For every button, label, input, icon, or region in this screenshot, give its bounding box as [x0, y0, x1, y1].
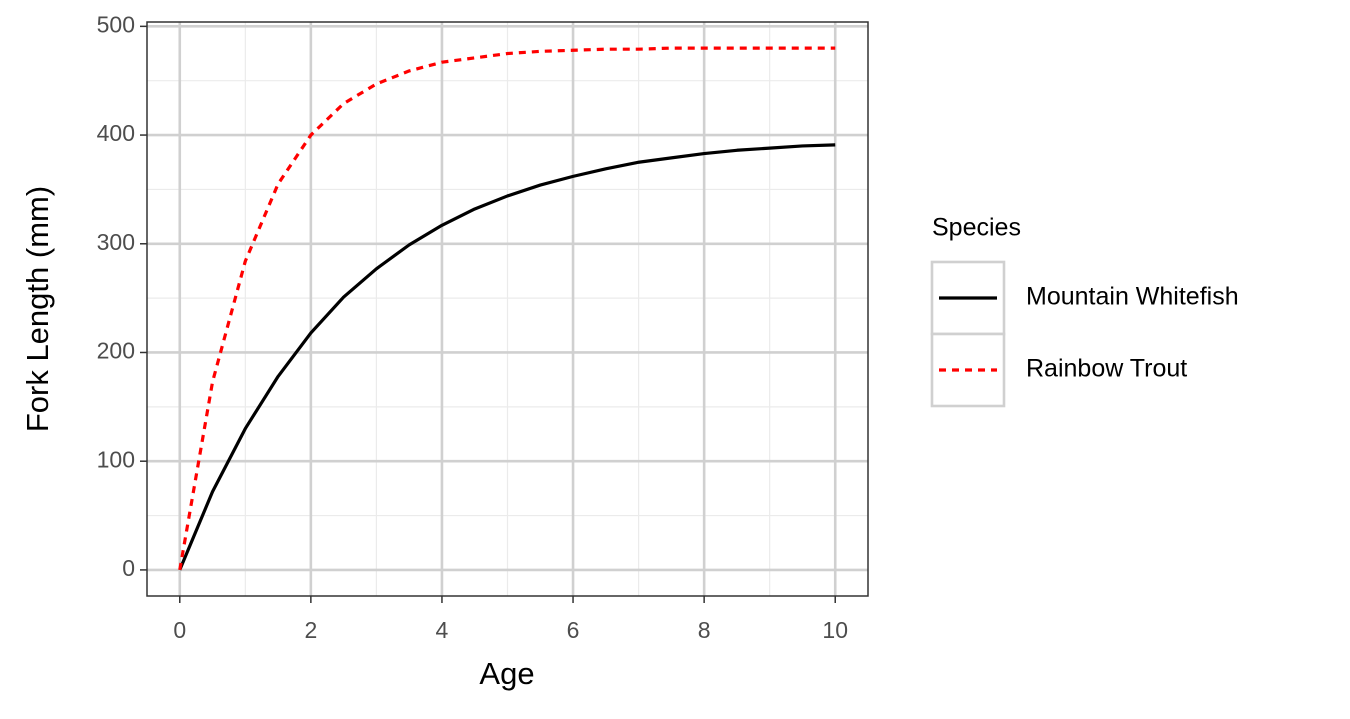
- x-tick-label: 6: [567, 617, 580, 643]
- x-tick-label: 0: [173, 617, 186, 643]
- y-tick-label: 400: [97, 120, 135, 146]
- grid: [147, 22, 868, 596]
- x-tick-label: 10: [822, 617, 848, 643]
- y-tick-label: 200: [97, 338, 135, 364]
- x-axis-title: Age: [479, 656, 534, 691]
- lines: [178, 46, 836, 571]
- x-tick-label: 4: [436, 617, 449, 643]
- legend-label: Mountain Whitefish: [1026, 283, 1239, 311]
- x-tick-label: 8: [698, 617, 711, 643]
- y-tick-label: 0: [122, 555, 135, 581]
- y-tick-label: 500: [97, 11, 135, 37]
- x-tick-label: 2: [304, 617, 317, 643]
- y-tick-label: 100: [97, 446, 135, 472]
- series-line: [178, 143, 836, 571]
- panel-border: [146, 21, 869, 597]
- legend-label: Rainbow Trout: [1026, 355, 1187, 383]
- legend-title: Species: [932, 214, 1021, 242]
- series-line: [178, 46, 836, 571]
- y-axis-title: Fork Length (mm): [20, 186, 55, 432]
- y-tick-label: 300: [97, 229, 135, 255]
